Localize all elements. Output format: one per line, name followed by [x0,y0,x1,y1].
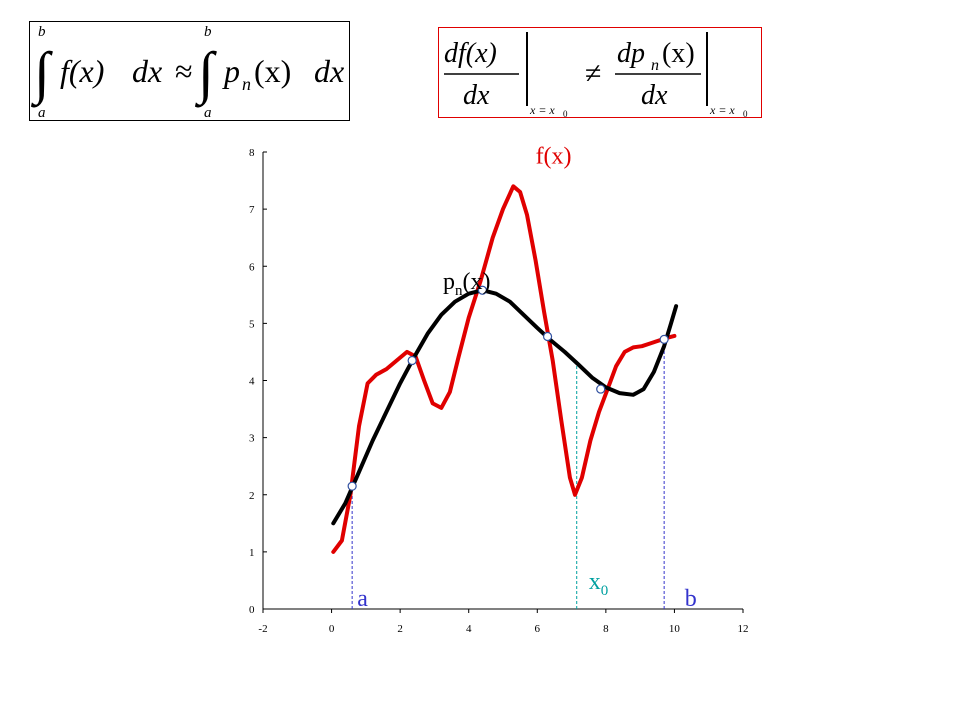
not-equal-symbol: ≠ [585,57,601,90]
integrand-f: f(x) [60,53,104,89]
left-numerator: df(x) [444,38,497,69]
annotation-subscript: 0 [601,583,609,599]
integral-sign-right: ∫ [194,40,217,108]
intersection-point [542,331,553,342]
right-numerator-subscript: n [651,57,659,74]
y-tick-label: 8 [249,147,255,159]
x-tick-label: 2 [397,623,403,635]
annotation-a: a [357,586,368,612]
integral-lower-limit-right: a [204,105,212,121]
integral-sign-left: ∫ [30,40,53,108]
integral-formula-box: ∫ b a f(x) dx ≈ ∫ b a p n (x) dx [29,21,350,121]
annotation-subscript: n [455,283,463,299]
intersection-point [347,481,357,491]
annotation-tail: (x) [463,269,491,295]
y-tick-label: 0 [249,604,255,616]
integrand-p-arg: (x) [254,53,291,89]
annotation-b: b [685,586,697,612]
intersection-point [659,334,669,344]
x-tick-label: 4 [466,623,472,635]
right-eval-point: x = x [709,103,735,117]
right-denominator: dx [641,80,668,111]
series-line-f [331,184,677,554]
differential-right: dx [314,53,344,89]
integral-lower-limit-left: a [38,105,46,121]
left-denominator: dx [463,80,490,111]
x-tick-label: 6 [535,623,541,635]
chart-intersections [347,285,669,491]
integrand-p-subscript: n [242,74,251,94]
chart-markers [351,339,665,609]
y-tick-label: 5 [249,318,255,330]
right-numerator: dp [617,38,645,69]
right-eval-subscript: 0 [743,109,748,119]
x-tick-label: 12 [738,623,749,635]
x-tick-label: 10 [669,623,681,635]
derivative-formula: df(x) dx x = x 0 ≠ dp n (x) dx x = x 0 [444,32,748,119]
y-tick-label: 3 [249,433,255,445]
annotation-f: f(x) [536,143,572,169]
y-tick-label: 2 [249,490,255,502]
annotation-pn: pn(x) [443,269,490,299]
integral-upper-limit-left: b [38,24,46,40]
y-tick-label: 1 [249,547,255,559]
integral-formula: ∫ b a f(x) dx ≈ ∫ b a p n (x) dx [30,24,344,121]
chart-series [331,184,679,554]
series-line-pn [331,288,679,526]
y-tick-label: 7 [249,204,255,216]
x-tick-label: 8 [603,623,609,635]
y-tick-label: 6 [249,261,255,273]
x-tick-label: 0 [329,623,335,635]
x-tick-label: -2 [258,623,267,635]
integrand-p: p [222,53,240,89]
derivative-formula-box: df(x) dx x = x 0 ≠ dp n (x) dx x = x 0 [438,27,762,119]
intersection-point [477,285,488,295]
intersection-point [596,384,606,394]
y-tick-label: 4 [249,376,255,388]
left-eval-point: x = x [529,103,555,117]
left-eval-subscript: 0 [563,109,568,119]
intersection-point [407,355,417,366]
annotation-x0: x0 [589,569,609,599]
integral-upper-limit-right: b [204,24,212,40]
right-numerator-arg: (x) [662,38,695,69]
chart-annotations: f(x) pn(x) a b x0 [357,143,696,612]
differential-left: dx [132,53,162,89]
approx-symbol: ≈ [175,53,193,89]
